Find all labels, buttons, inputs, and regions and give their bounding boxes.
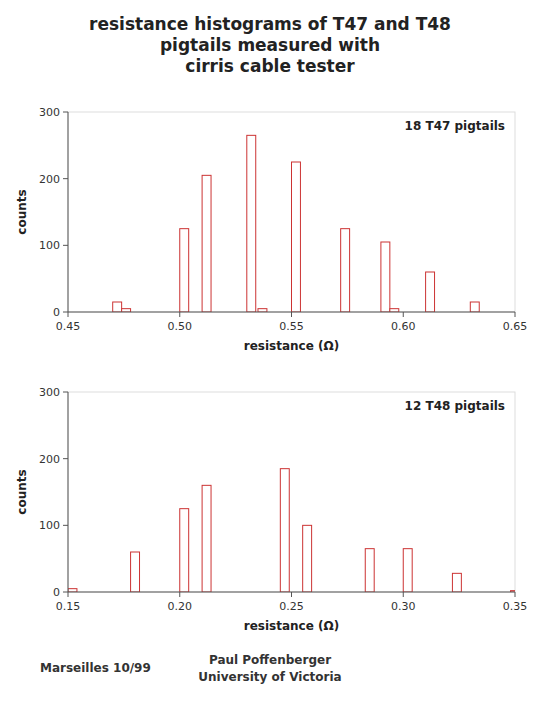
y-tick — [63, 178, 68, 179]
bar — [341, 229, 350, 312]
y-tick — [63, 525, 68, 526]
bars — [113, 135, 480, 312]
x-tick — [68, 592, 69, 597]
x-tick — [68, 312, 69, 317]
x-tick — [515, 592, 516, 597]
title-line: pigtails measured with — [160, 35, 380, 55]
title: resistance histograms of T47 and T48pigt… — [89, 14, 451, 76]
x-tick — [403, 312, 404, 317]
legend-entry: 12 T48 pigtails — [405, 399, 505, 413]
x-tick — [515, 312, 516, 317]
annotation-line: University of Victoria — [198, 670, 341, 684]
y-tick-label: 0 — [53, 306, 60, 319]
bar — [292, 162, 301, 312]
bar — [470, 302, 479, 312]
annotation-line: Marseilles 10/99 — [40, 661, 151, 675]
x-tick-label: 0.35 — [503, 600, 528, 613]
bar — [452, 573, 461, 592]
x-axis-label: resistance (Ω) — [244, 339, 339, 353]
x-axis-line — [68, 312, 515, 313]
x-tick-label: 0.65 — [503, 320, 528, 333]
plot-area — [68, 392, 515, 592]
y-tick-label: 200 — [39, 453, 60, 466]
plot-area — [68, 112, 515, 312]
bar — [180, 229, 189, 312]
y-tick — [63, 392, 68, 393]
x-tick — [403, 592, 404, 597]
x-tick-label: 0.55 — [279, 320, 304, 333]
y-tick — [63, 245, 68, 246]
x-tick — [179, 592, 180, 597]
x-axis-line — [68, 592, 515, 593]
panel: 0 100 200 300 0.45 0.50 0.55 0.60 0.65 resistance… — [15, 106, 527, 353]
y-tick-label: 300 — [39, 386, 60, 399]
panel: 0 100 200 300 0.15 0.20 0.25 0.30 0.35 resistance… — [15, 386, 527, 633]
x-tick — [291, 592, 292, 597]
x-tick-label: 0.50 — [168, 320, 193, 333]
y-tick-label: 300 — [39, 106, 60, 119]
bar — [247, 135, 256, 312]
chart-root: 0 100 200 300 0.45 0.50 0.55 0.60 0.65 resistance… — [0, 0, 540, 720]
bar — [303, 525, 312, 592]
bar — [381, 242, 390, 312]
bar — [365, 549, 374, 592]
annotation: Marseilles 10/99 — [40, 661, 151, 675]
title-line: resistance histograms of T47 and T48 — [89, 14, 451, 34]
bar — [403, 549, 412, 592]
x-tick-label: 0.60 — [391, 320, 416, 333]
x-axis-label: resistance (Ω) — [244, 619, 339, 633]
y-axis-line — [68, 112, 69, 312]
y-tick — [63, 592, 68, 593]
y-tick-label: 100 — [39, 239, 60, 252]
y-tick — [63, 112, 68, 113]
x-tick — [291, 312, 292, 317]
bar — [113, 302, 122, 312]
x-tick — [179, 312, 180, 317]
y-tick — [63, 312, 68, 313]
x-tick-label: 0.20 — [168, 600, 193, 613]
y-tick-label: 0 — [53, 586, 60, 599]
legend-entry: 18 T47 pigtails — [405, 119, 505, 133]
y-tick — [63, 458, 68, 459]
annotation: Paul Poffenberger University of Victoria — [198, 653, 341, 684]
bar — [202, 485, 211, 592]
bar — [131, 552, 140, 592]
x-tick-label: 0.30 — [391, 600, 416, 613]
bars — [68, 469, 515, 592]
y-tick-label: 200 — [39, 173, 60, 186]
x-tick-label: 0.25 — [279, 600, 304, 613]
y-tick-label: 100 — [39, 519, 60, 532]
bar — [426, 272, 435, 312]
annotation-line: Paul Poffenberger — [209, 653, 331, 667]
y-axis-label: counts — [15, 189, 29, 234]
bar — [280, 469, 289, 592]
y-axis-label: counts — [15, 469, 29, 514]
title-line: cirris cable tester — [185, 56, 355, 76]
x-tick-label: 0.15 — [56, 600, 81, 613]
x-tick-label: 0.45 — [56, 320, 81, 333]
bar — [180, 509, 189, 592]
bar — [202, 175, 211, 312]
y-axis-line — [68, 392, 69, 592]
